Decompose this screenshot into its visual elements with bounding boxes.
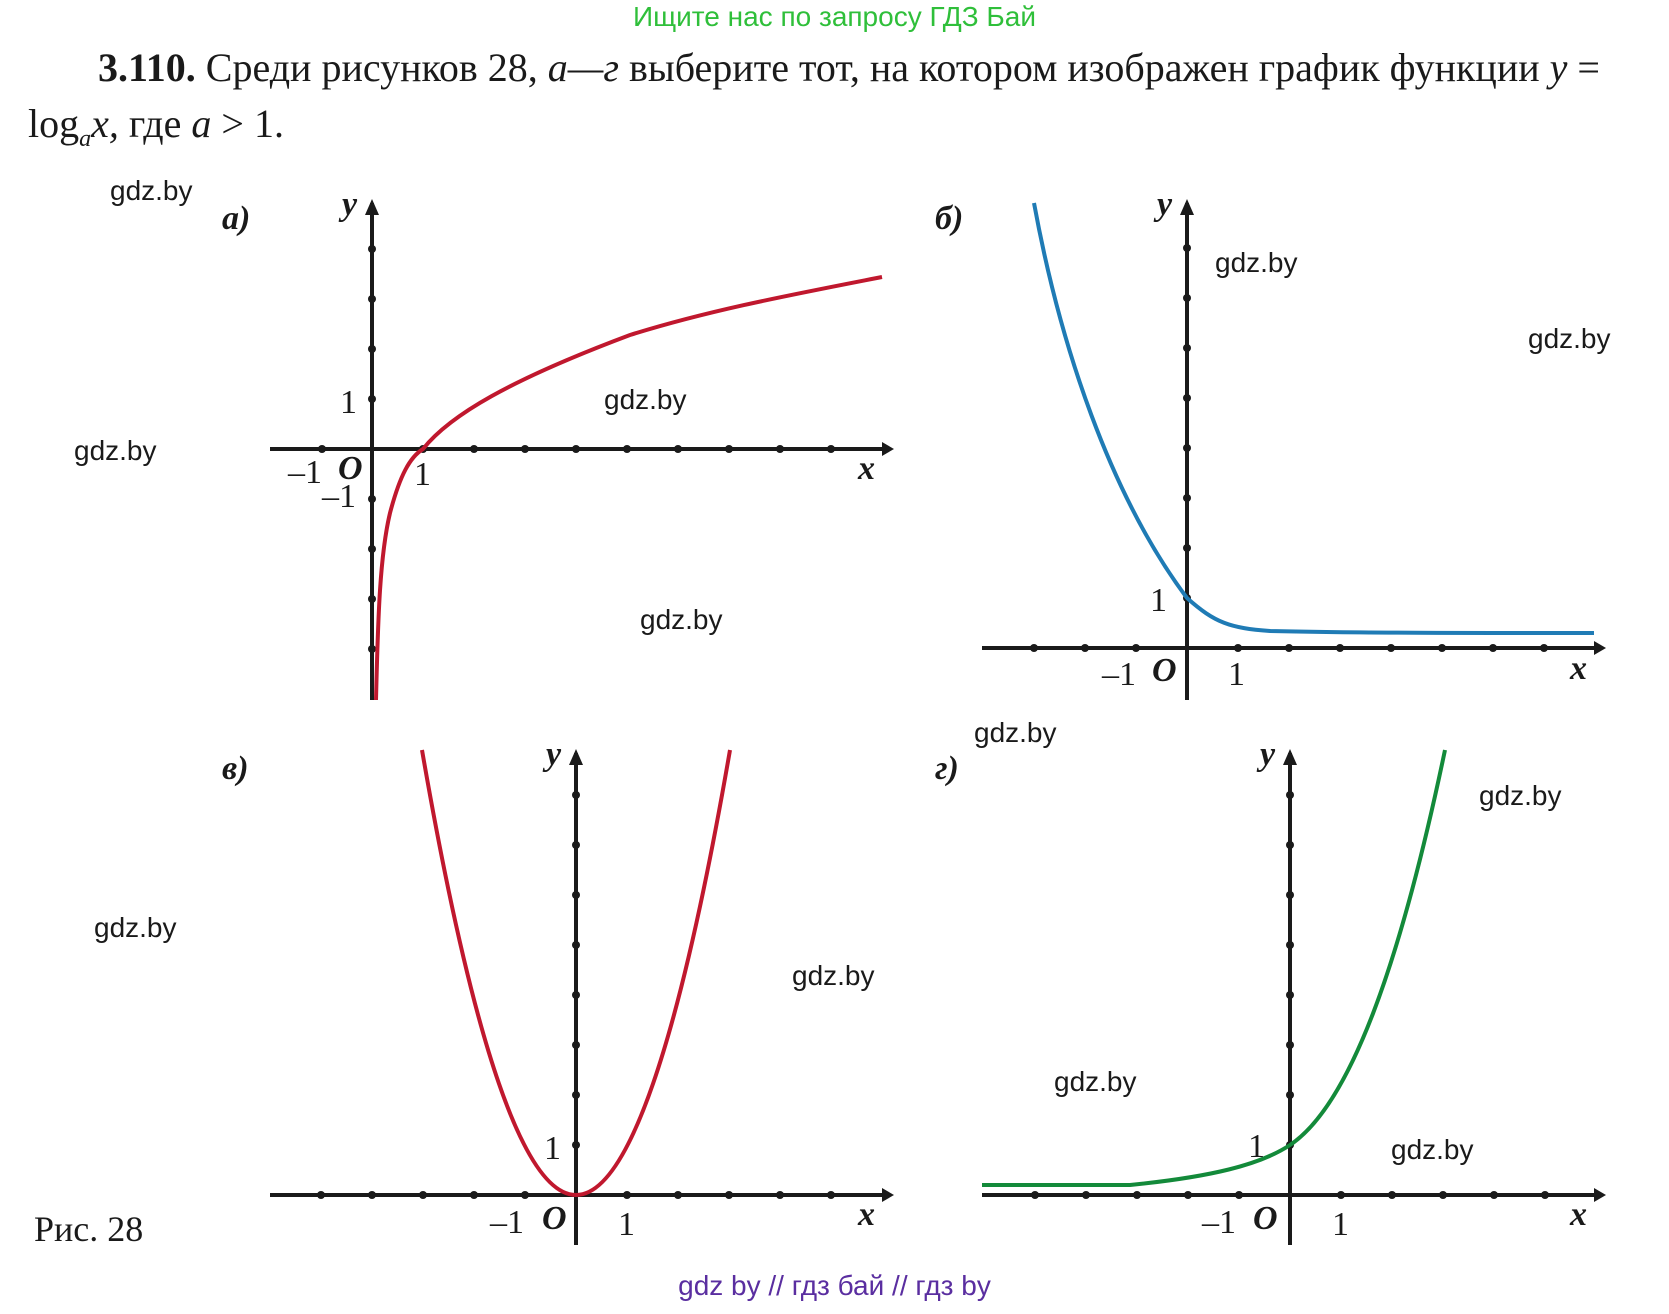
log-curve [374, 275, 883, 701]
minus-one-x-label: –1 [287, 454, 322, 491]
y-axis-arrow [365, 199, 379, 215]
y-axis-label: y [1153, 186, 1173, 223]
footer-links[interactable]: gdz by // гдз бай // гдз by [678, 1270, 991, 1301]
one-x-label: 1 [414, 456, 431, 493]
x-axis-arrow [1594, 1188, 1606, 1202]
graph-a-label: а) [222, 200, 250, 237]
minus-one-x-label: –1 [1101, 656, 1136, 693]
formula-base: a [79, 126, 92, 152]
y-axis-arrow [569, 749, 583, 765]
increasing-exp-curve [982, 749, 1447, 1187]
watermark: gdz.by [110, 175, 193, 206]
problem-text-2: выберите тот, на котором изображен графи… [628, 45, 1540, 90]
one-x-label: 1 [1228, 656, 1245, 693]
graph-d-label: г) [935, 750, 959, 787]
one-y-label: 1 [1150, 582, 1167, 619]
problem-range: а—г [547, 45, 619, 90]
watermark: gdz.by [1391, 1134, 1474, 1165]
formula-log: log [28, 101, 80, 146]
y-ticks [1183, 244, 1191, 602]
x-axis-label: x [857, 450, 875, 487]
problem-text-3: где [128, 101, 182, 146]
graph-d: г) y x O –1 1 1 [935, 736, 1606, 1245]
banner[interactable]: Ищите нас по запросу ГДЗ Бай [632, 1, 1037, 32]
graph-a: а) y x O –1 1 1 –1 [222, 186, 894, 701]
origin-label: O [542, 1200, 567, 1237]
formula-x: x, [91, 101, 119, 146]
graph-c-label: в) [222, 750, 249, 787]
x-axis-label: x [1569, 650, 1587, 687]
watermark: gdz.by [94, 912, 177, 943]
minus-one-x-label: –1 [1201, 1204, 1236, 1241]
watermark: gdz.by [1054, 1066, 1137, 1097]
x-ticks [318, 445, 835, 453]
y-ticks [572, 791, 580, 1149]
one-y-label: 1 [340, 384, 357, 421]
watermark: gdz.by [604, 384, 687, 415]
decreasing-exp-curve [1032, 202, 1595, 635]
formula-eq: = [1577, 45, 1600, 90]
watermark: gdz.by [1215, 247, 1298, 278]
problem-text-1: Среди рисунков 28, [205, 45, 538, 90]
x-axis-arrow [1594, 641, 1606, 655]
watermark: gdz.by [74, 435, 157, 466]
y-axis-arrow [1180, 199, 1194, 215]
minus-one-y-label: –1 [321, 478, 356, 515]
problem-statement: 3.110. Среди рисунков 28, а—г выберите т… [28, 40, 1648, 167]
x-axis-arrow [882, 1188, 894, 1202]
condition-rest: > 1. [221, 101, 284, 146]
problem-number: 3.110. [98, 45, 196, 90]
graph-b: б) y x O –1 1 1 [935, 186, 1606, 700]
figure-caption: Рис. 28 [34, 1209, 144, 1249]
y-axis-label: y [338, 186, 358, 223]
watermark: gdz.by [1528, 323, 1611, 354]
one-x-label: 1 [1332, 1206, 1349, 1243]
y-axis-label: y [1256, 736, 1276, 773]
one-y-label: 1 [544, 1130, 561, 1167]
watermark: gdz.by [640, 604, 723, 635]
y-axis-label: y [542, 736, 562, 773]
watermark: gdz.by [1479, 780, 1562, 811]
y-ticks [368, 245, 376, 653]
formula-y: y [1549, 45, 1568, 90]
origin-label: O [1152, 652, 1177, 689]
y-axis-arrow [1283, 749, 1297, 765]
minus-one-x-label: –1 [489, 1204, 524, 1241]
watermark: gdz.by [792, 960, 875, 991]
watermark: gdz.by [974, 717, 1057, 748]
parabola-curve [420, 749, 732, 1197]
graph-c: в) y x O –1 1 1 [222, 736, 894, 1245]
x-axis-arrow [882, 442, 894, 456]
x-axis-label: x [1569, 1196, 1587, 1233]
x-ticks [1030, 644, 1548, 652]
origin-label: O [1253, 1200, 1278, 1237]
one-x-label: 1 [618, 1206, 635, 1243]
x-ticks [317, 1191, 835, 1199]
graph-b-label: б) [935, 200, 963, 237]
one-y-label: 1 [1248, 1128, 1265, 1165]
x-axis-label: x [857, 1196, 875, 1233]
condition-a: a [191, 101, 212, 146]
x-ticks [1031, 1191, 1549, 1199]
origin-label: O [338, 450, 363, 487]
